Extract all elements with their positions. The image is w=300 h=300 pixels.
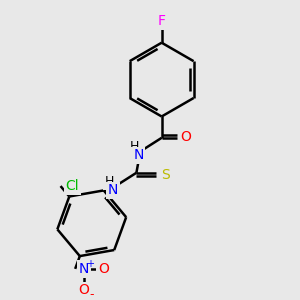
Text: +: + (86, 259, 94, 269)
Text: O: O (181, 130, 191, 144)
Text: Cl: Cl (65, 179, 79, 193)
Text: -: - (89, 288, 94, 300)
Text: S: S (161, 168, 170, 182)
Text: N: N (108, 183, 118, 197)
Text: N: N (133, 148, 143, 162)
Text: O: O (98, 262, 109, 276)
Text: N: N (79, 262, 89, 276)
Text: H: H (104, 175, 114, 188)
Text: O: O (79, 283, 89, 297)
Text: H: H (130, 140, 139, 153)
Text: F: F (158, 14, 166, 28)
